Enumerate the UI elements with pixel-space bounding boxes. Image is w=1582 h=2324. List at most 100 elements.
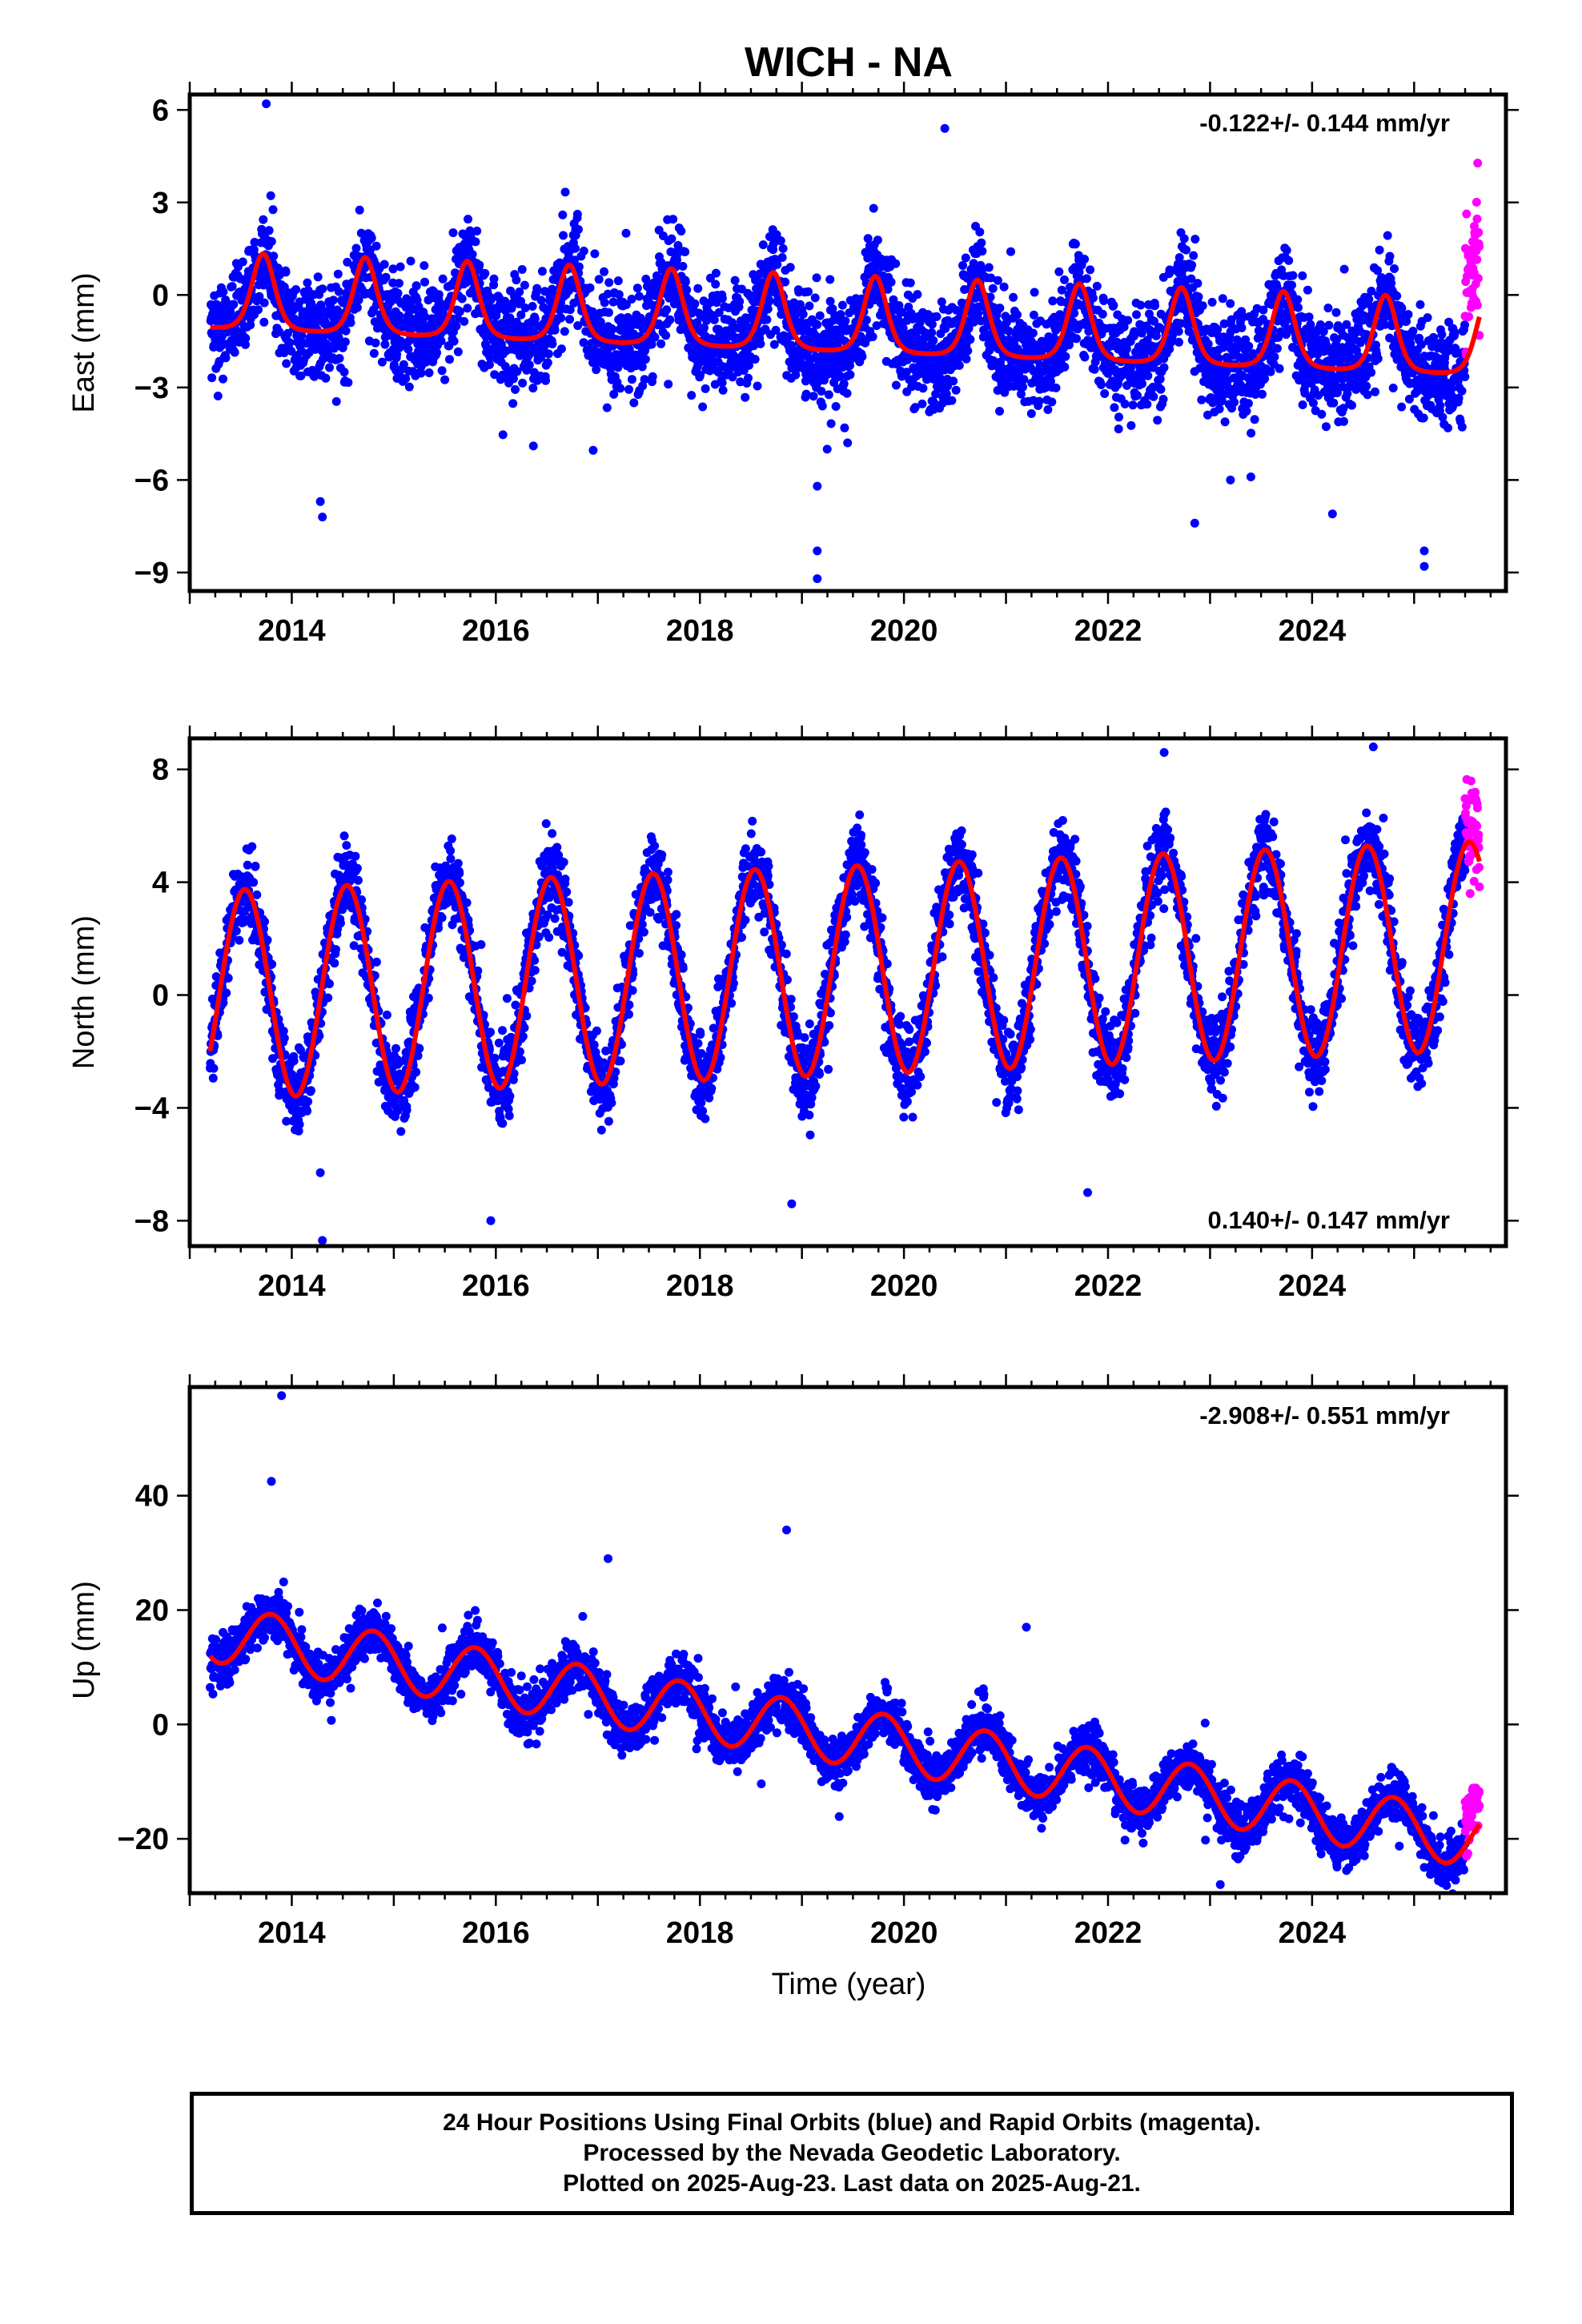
final-point xyxy=(322,340,331,349)
final-point xyxy=(343,257,352,267)
final-point xyxy=(259,280,268,290)
final-point xyxy=(1371,387,1379,396)
final-point xyxy=(1174,337,1183,347)
final-point xyxy=(281,267,291,277)
final-point xyxy=(371,241,381,251)
final-point xyxy=(230,348,239,357)
final-point xyxy=(484,360,494,369)
final-point xyxy=(664,380,673,389)
final-point xyxy=(303,1106,312,1116)
final-point xyxy=(222,988,231,998)
final-point xyxy=(1388,384,1398,392)
final-point xyxy=(490,370,500,380)
final-point xyxy=(251,862,260,870)
final-point xyxy=(585,283,595,292)
final-point xyxy=(395,311,404,320)
final-point xyxy=(1203,340,1213,348)
final-point xyxy=(1189,251,1199,260)
final-point xyxy=(1193,279,1203,288)
final-point xyxy=(436,336,446,346)
final-point xyxy=(297,331,307,340)
final-point xyxy=(588,445,598,455)
final-point xyxy=(1284,255,1294,265)
final-point xyxy=(449,336,459,346)
final-point xyxy=(498,430,508,440)
final-point xyxy=(868,332,877,341)
final-point xyxy=(1156,384,1166,394)
final-point xyxy=(381,272,391,282)
final-point xyxy=(213,392,223,400)
final-point xyxy=(352,303,362,312)
final-point xyxy=(544,349,553,359)
final-point xyxy=(341,326,351,336)
final-point xyxy=(1143,371,1153,380)
final-point xyxy=(282,359,291,368)
final-point xyxy=(1270,352,1279,362)
final-point xyxy=(457,294,467,304)
final-point xyxy=(267,237,276,246)
final-point xyxy=(1215,404,1224,414)
final-point xyxy=(1034,396,1044,406)
final-point xyxy=(927,328,937,337)
final-point xyxy=(648,372,657,381)
outlier-point xyxy=(813,574,822,584)
final-point xyxy=(295,1120,304,1129)
final-point xyxy=(369,348,379,358)
final-point xyxy=(260,917,269,927)
final-point xyxy=(627,295,636,304)
final-point xyxy=(259,317,269,327)
final-point xyxy=(404,344,413,354)
final-point xyxy=(313,272,323,282)
final-point xyxy=(624,384,633,394)
final-point xyxy=(809,392,818,401)
final-point xyxy=(560,327,569,336)
final-point xyxy=(303,1097,313,1106)
x-tick-label: 2020 xyxy=(870,614,938,648)
final-point xyxy=(1159,363,1169,372)
final-point xyxy=(817,387,826,396)
final-point xyxy=(386,297,396,307)
final-point xyxy=(353,875,363,885)
final-point xyxy=(1009,292,1018,302)
final-point xyxy=(460,316,469,326)
final-point xyxy=(1158,395,1168,404)
final-point xyxy=(508,399,518,408)
final-point xyxy=(238,257,247,267)
final-point xyxy=(1128,400,1138,410)
final-point xyxy=(1082,274,1091,283)
final-point xyxy=(590,249,600,259)
final-point xyxy=(1086,265,1095,275)
final-point xyxy=(777,253,787,262)
final-point xyxy=(1392,292,1402,301)
final-point xyxy=(937,297,946,307)
y-tick-label: −3 xyxy=(135,372,169,405)
outlier-point xyxy=(1419,546,1429,556)
final-point xyxy=(259,215,268,224)
final-point xyxy=(824,390,833,400)
final-point xyxy=(614,290,624,300)
final-point xyxy=(621,228,631,238)
final-point xyxy=(377,357,387,367)
final-point xyxy=(718,385,728,395)
final-point xyxy=(837,300,847,310)
final-point xyxy=(641,275,651,283)
y-tick-label: 0 xyxy=(152,279,169,312)
final-point xyxy=(717,378,727,388)
final-point xyxy=(978,247,987,256)
final-point xyxy=(1122,344,1131,354)
final-point xyxy=(1450,328,1460,337)
final-point xyxy=(1138,379,1146,388)
final-point xyxy=(283,328,292,338)
final-point xyxy=(717,294,727,303)
final-point xyxy=(1323,304,1333,313)
final-point xyxy=(822,444,832,454)
final-point xyxy=(1006,247,1015,256)
final-point xyxy=(1218,294,1227,304)
final-point xyxy=(701,384,710,393)
final-point xyxy=(1243,399,1253,408)
final-point xyxy=(548,340,557,348)
final-point xyxy=(661,331,671,340)
final-point xyxy=(1244,341,1254,351)
final-point xyxy=(869,203,878,213)
final-point xyxy=(296,371,306,380)
